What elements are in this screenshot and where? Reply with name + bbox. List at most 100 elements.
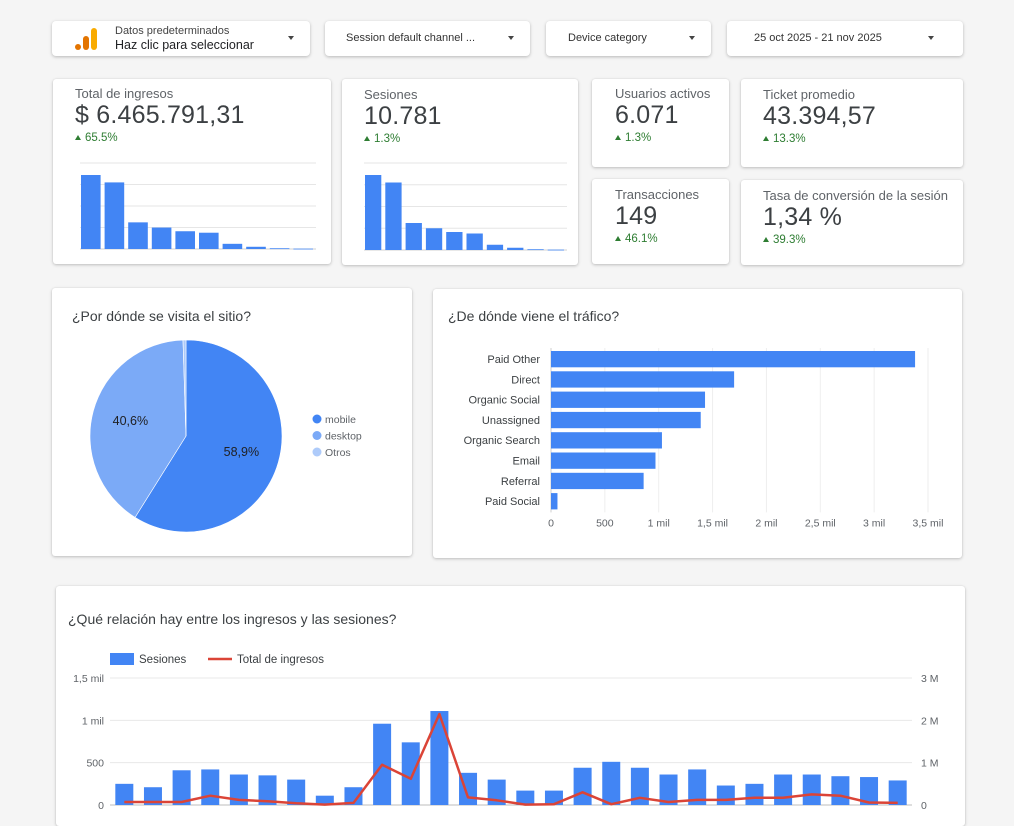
x-tick-label: 0 [548,517,554,529]
legend-swatch-sessions [110,653,134,665]
sessions-bar [573,767,592,805]
device-pie-card: ¿Por dónde se visita el sitio? 58,9% 40,6… [52,288,412,556]
kpi-title: Ticket promedio [763,87,855,102]
kpi-delta-value: 1.3% [625,132,652,144]
pie-slice-otros [182,339,187,437]
revenue-line [124,712,898,806]
arrow-up-icon [75,135,81,140]
kpi-value: 10.781 [364,102,442,130]
arrow-up-icon [615,135,621,140]
chevron-down-icon [928,36,934,40]
category-label: Email [512,456,540,468]
legend-swatch [312,447,322,457]
category-label: Unassigned [482,415,540,427]
kpi-delta-value: 65.5% [85,132,118,144]
sessions-bar [860,777,879,805]
kpi-delta: 46.1% [615,233,658,245]
date-range-label: 25 oct 2025 - 21 nov 2025 [754,32,882,44]
legend-swatch [312,431,322,440]
sessions-bar [229,774,248,805]
data-source-selector[interactable]: Datos predeterminados Haz clic para sele… [52,21,310,56]
pie-data-label: 58,9% [224,445,259,459]
analytics-logo-icon [75,28,97,50]
left-tick-label: 1 mil [82,715,104,727]
sessions-bar [774,774,793,805]
right-tick-label: 2 M [921,715,939,727]
device-pie-chart: 58,9% 40,6% mobile desktop Otros [89,339,362,533]
mini-bar [269,248,290,250]
kpi-delta: 13.3% [763,133,806,145]
device-filter-label: Device category [568,32,647,44]
legend-label-otros: Otros [325,447,351,459]
legend-label-mobile: mobile [325,414,356,426]
mini-bar [128,222,148,249]
channel-filter[interactable]: Session default channel ... [325,21,530,56]
mini-bar [547,249,564,251]
sessions-bar [430,711,449,805]
kpi-delta-value: 13.3% [773,133,806,145]
sessions-bar [115,783,134,805]
sessions-bar [831,776,850,805]
category-label: Organic Social [468,395,540,407]
sessions-bar [287,779,306,805]
transactions-scorecard: Transacciones 149 46.1% [592,179,729,264]
active-users-scorecard: Usuarios activos 6.071 1.3% [592,79,729,167]
kpi-delta: 65.5% [75,132,118,144]
traffic-bar [551,493,558,510]
sessions-bar [344,787,363,805]
mini-bar [527,249,544,251]
sessions-bar [745,783,764,805]
kpi-title: Usuarios activos [615,86,711,101]
kpi-delta: 1.3% [615,132,651,144]
right-tick-label: 3 M [921,673,939,685]
mini-bar [151,227,172,249]
traffic-bar [551,452,656,469]
sessions-bar [630,767,649,805]
category-label: Organic Search [464,435,540,447]
kpi-value: 149 [615,202,658,230]
data-source-subtitle: Haz clic para seleccionar [115,38,254,52]
category-label: Referral [501,476,540,488]
device-filter[interactable]: Device category [546,21,711,56]
kpi-delta-value: 39.3% [773,234,806,246]
kpi-value: 1,34 % [763,203,843,231]
x-tick-label: 500 [596,517,614,529]
arrow-up-icon [364,136,370,141]
sessions-bar [516,790,535,805]
kpi-delta-value: 1.3% [374,133,401,145]
left-tick-label: 0 [98,800,104,812]
sessions-bar [602,761,621,805]
category-label: Paid Other [487,354,540,366]
mini-bar [425,228,443,250]
kpi-delta: 39.3% [763,234,806,246]
category-label: Paid Social [485,496,540,508]
sessions-bar [401,742,420,805]
traffic-bar [551,432,662,449]
mini-bar [365,175,382,250]
mini-bar [104,182,125,249]
sessions-bar [201,769,220,805]
revenue-mini-chart [80,162,316,250]
revenue-scorecard: Total de ingresos $ 6.465.791,31 65.5% [53,79,331,264]
traffic-title: ¿De dónde viene el tráfico? [448,308,620,324]
mini-bar [199,232,219,249]
x-tick-label: 1 mil [648,517,670,529]
traffic-bar [551,472,644,490]
date-range-picker[interactable]: 25 oct 2025 - 21 nov 2025 [727,21,963,56]
legend-label-desktop: desktop [325,431,362,443]
mini-bar [486,244,504,250]
x-tick-label: 2 mil [755,517,777,529]
pie-data-label: 40,6% [113,414,148,428]
sessions-bar [172,770,191,805]
sessions-bar [315,795,334,805]
mini-bar [222,243,243,249]
mini-bar [385,182,402,250]
channel-filter-label: Session default channel ... [346,32,476,44]
mini-bar [446,232,463,250]
pie-slice-desktop [89,339,187,518]
mini-bar [293,248,313,250]
x-tick-label: 3 mil [863,517,885,529]
revenue-sessions-card: ¿Qué relación hay entre los ingresos y l… [56,586,965,826]
traffic-bar [551,411,701,429]
revenue-sessions-combo-chart: Sesiones Total de ingresos 0 0 500 1 M 1 mil 2 … [73,653,939,812]
